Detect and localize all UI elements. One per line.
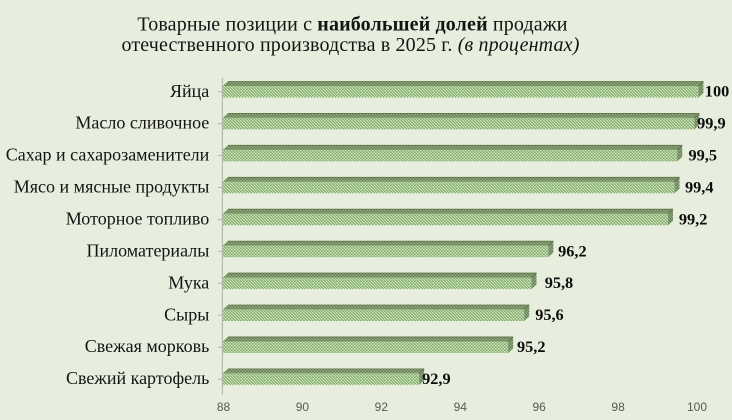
- svg-text:Товарные позиции с наибольшей: Товарные позиции с наибольшей долей прод…: [137, 13, 567, 35]
- svg-text:Сыры: Сыры: [164, 304, 209, 324]
- svg-text:Яйца: Яйца: [170, 81, 209, 101]
- svg-text:100: 100: [687, 400, 707, 414]
- svg-text:95,6: 95,6: [535, 305, 564, 324]
- svg-text:Мука: Мука: [168, 272, 209, 292]
- svg-text:96: 96: [533, 400, 547, 414]
- svg-text:Моторное топливо: Моторное топливо: [66, 208, 210, 228]
- svg-text:92: 92: [375, 400, 389, 414]
- svg-text:99,4: 99,4: [685, 177, 714, 196]
- svg-text:Масло сливочное: Масло сливочное: [75, 113, 209, 133]
- svg-text:99,9: 99,9: [697, 114, 726, 133]
- svg-text:Мясо и мясные продукты: Мясо и мясные продукты: [14, 177, 210, 197]
- svg-text:92,9: 92,9: [422, 369, 451, 388]
- svg-text:Сахар и сахарозаменители: Сахар и сахарозаменители: [6, 145, 210, 165]
- svg-text:88: 88: [217, 400, 231, 414]
- svg-text:Свежий картофель: Свежий картофель: [66, 368, 209, 388]
- svg-text:98: 98: [611, 400, 625, 414]
- svg-text:94: 94: [454, 400, 468, 414]
- svg-text:96,2: 96,2: [558, 241, 587, 260]
- svg-text:90: 90: [296, 400, 310, 414]
- svg-text:95,8: 95,8: [545, 273, 574, 292]
- svg-text:99,5: 99,5: [689, 146, 718, 165]
- svg-text:100: 100: [705, 82, 729, 101]
- svg-text:95,2: 95,2: [517, 337, 546, 356]
- svg-text:Свежая морковь: Свежая морковь: [85, 336, 210, 356]
- svg-text:отечественного производства в: отечественного производства в 2025 г. (в…: [121, 34, 579, 56]
- svg-text:Пиломатериалы: Пиломатериалы: [87, 240, 210, 260]
- svg-text:99,2: 99,2: [679, 209, 708, 228]
